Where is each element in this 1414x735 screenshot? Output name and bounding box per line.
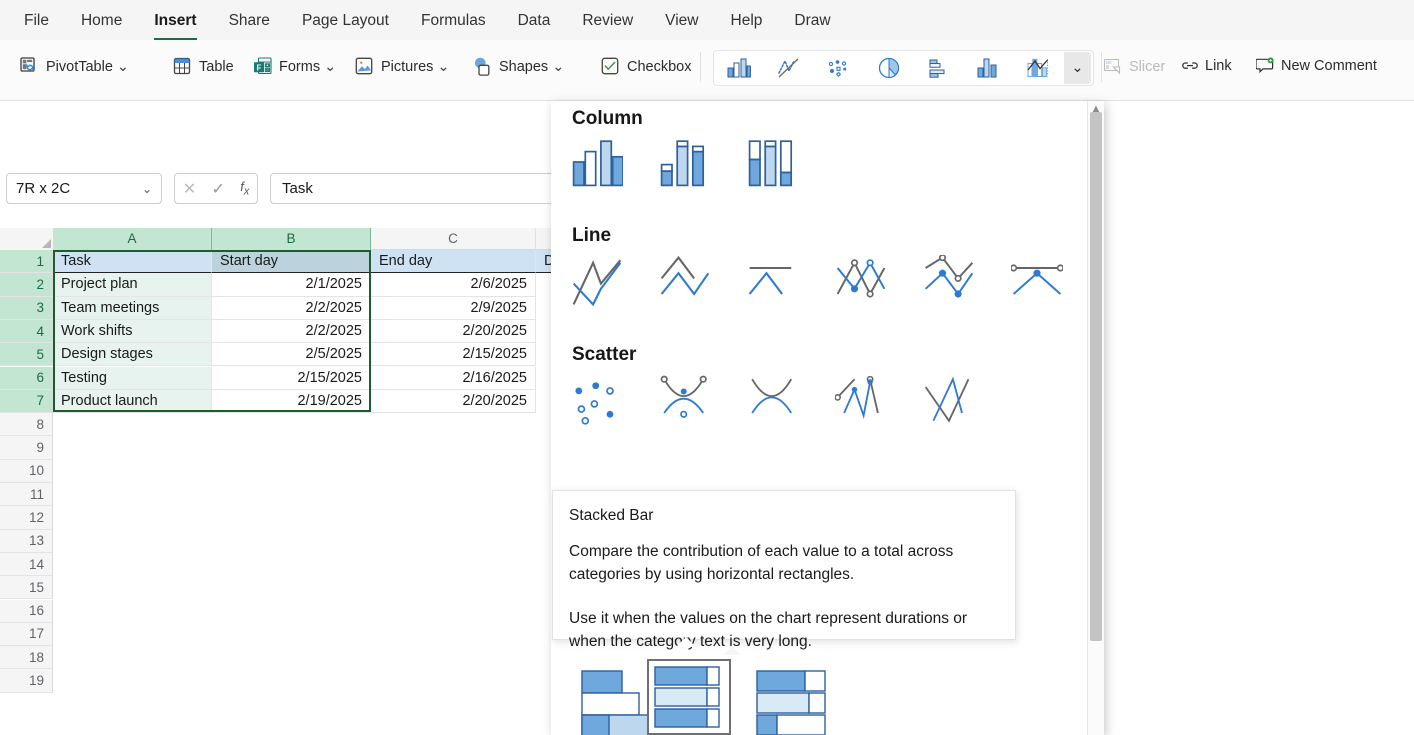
svg-text:F: F: [257, 63, 262, 72]
